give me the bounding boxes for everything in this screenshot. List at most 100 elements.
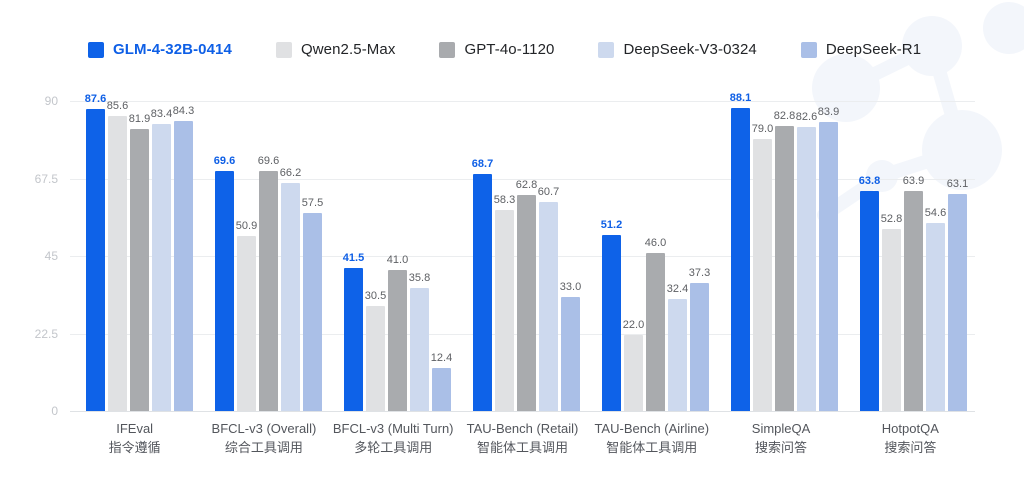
bar-DeepSeek-R1: 83.9 <box>818 106 839 411</box>
gridline-67.5 <box>70 178 975 180</box>
legend-swatch-icon <box>598 41 615 58</box>
y-axis-tick-label: 22.5 <box>34 326 58 341</box>
legend-label: DeepSeek-V3-0324 <box>623 41 757 58</box>
bar-group-HotpotQA: 63.8 52.8 63.9 54.6 63.1 <box>859 101 968 411</box>
bar-value-label: 54.6 <box>924 206 947 219</box>
legend-label: GLM-4-32B-0414 <box>113 41 232 58</box>
bar-group-BFCL-v3 (Overall): 69.6 50.9 69.6 66.2 57.5 <box>214 101 323 411</box>
legend-item-DeepSeek-V3-0324[interactable]: DeepSeek-V3-0324 <box>598 41 757 58</box>
category-subtitle: 多轮工具调用 <box>354 440 433 455</box>
bar-value-label: 63.9 <box>902 174 925 187</box>
bar-group-TAU-Bench (Airline): 51.2 22.0 46.0 32.4 37.3 <box>601 101 710 411</box>
category-label-HotpotQA: HotpotQA 搜索问答 <box>846 420 975 456</box>
legend: GLM-4-32B-0414 Qwen2.5-Max GPT-4o-1120 Deep… <box>88 41 921 58</box>
y-axis-tick-label: 0 <box>51 404 58 418</box>
category-name: HotpotQA <box>881 421 939 436</box>
category-subtitle: 搜索问答 <box>755 440 808 455</box>
bar-value-label: 84.3 <box>172 104 195 117</box>
bar-GPT-4o-1120: 46.0 <box>645 237 666 411</box>
bar-value-label: 82.6 <box>795 110 818 123</box>
bar-Qwen2.5-Max: 22.0 <box>623 319 644 411</box>
bar-value-label: 37.3 <box>688 266 711 279</box>
bar-GLM-4-32B-0414: 41.5 <box>343 252 364 411</box>
bar-value-label: 32.4 <box>666 283 689 296</box>
bar-Qwen2.5-Max: 52.8 <box>881 213 902 411</box>
bar-GLM-4-32B-0414: 51.2 <box>601 219 622 411</box>
bar-DeepSeek-V3-0324: 35.8 <box>409 272 430 411</box>
legend-swatch-icon <box>439 41 456 58</box>
plot-area: 0 22.5 45 67.5 90 87.6 85.6 81.9 83.4 84.3 69.6 50… <box>35 92 975 418</box>
bar-group-TAU-Bench (Retail): 68.7 58.3 62.8 60.7 33.0 <box>472 101 582 411</box>
bar-value-label: 52.8 <box>880 213 903 226</box>
bar-GPT-4o-1120: 41.0 <box>387 254 408 411</box>
bar-value-label: 68.7 <box>471 158 494 171</box>
bar-value-label: 35.8 <box>408 271 431 284</box>
category-label-IFEval: IFEval 指令遵循 <box>70 420 199 456</box>
bar-value-label: 41.5 <box>342 252 365 265</box>
category-name: BFCL-v3 (Multi Turn) <box>332 421 454 436</box>
bar-value-label: 62.8 <box>515 178 538 191</box>
category-name: SimpleQA <box>751 421 811 436</box>
bar-value-label: 63.8 <box>858 175 881 188</box>
bar-DeepSeek-V3-0324: 83.4 <box>151 108 172 411</box>
bar-DeepSeek-V3-0324: 60.7 <box>538 186 559 411</box>
bar-DeepSeek-V3-0324: 32.4 <box>667 283 688 411</box>
bar-GPT-4o-1120: 81.9 <box>129 113 150 411</box>
bar-Qwen2.5-Max: 50.9 <box>236 220 257 411</box>
legend-item-GLM-4-32B-0414[interactable]: GLM-4-32B-0414 <box>88 41 232 58</box>
bar-GPT-4o-1120: 82.8 <box>774 110 795 411</box>
bar-value-label: 66.2 <box>279 167 302 179</box>
bar-value-label: 50.9 <box>235 219 258 232</box>
y-axis-tick-label: 90 <box>44 94 58 108</box>
bar-Qwen2.5-Max: 58.3 <box>494 194 515 411</box>
x-axis-labels: IFEval 指令遵循 BFCL-v3 (Overall) 综合工具调用 BFCL-v3… <box>70 420 975 456</box>
bar-Qwen2.5-Max: 85.6 <box>107 100 128 411</box>
category-label-SimpleQA: SimpleQA 搜索问答 <box>716 420 845 456</box>
legend-label: DeepSeek-R1 <box>825 41 922 58</box>
category-name: TAU-Bench (Airline) <box>594 421 710 436</box>
legend-item-Qwen2.5-Max[interactable]: Qwen2.5-Max <box>275 41 396 58</box>
bar-DeepSeek-R1: 63.1 <box>947 178 968 411</box>
bar-value-label: 22.0 <box>622 319 645 332</box>
legend-item-GPT-4o-1120[interactable]: GPT-4o-1120 <box>439 41 554 58</box>
category-label-TAU-Bench (Airline): TAU-Bench (Airline) 智能体工具调用 <box>587 420 716 456</box>
bar-DeepSeek-V3-0324: 54.6 <box>925 207 946 411</box>
bar-value-label: 88.1 <box>729 91 752 104</box>
bar-GPT-4o-1120: 62.8 <box>516 179 537 411</box>
bar-value-label: 33.0 <box>559 281 582 294</box>
bar-GLM-4-32B-0414: 68.7 <box>472 158 493 411</box>
category-name: BFCL-v3 (Overall) <box>211 421 317 436</box>
bar-value-label: 60.7 <box>537 185 560 198</box>
bar-value-label: 51.2 <box>600 218 623 231</box>
bar-DeepSeek-V3-0324: 66.2 <box>280 167 301 411</box>
bar-value-label: 30.5 <box>364 289 387 302</box>
category-subtitle: 智能体工具调用 <box>476 440 568 455</box>
bar-groups: 87.6 85.6 81.9 83.4 84.3 69.6 50.9 69.6 66.2 57.5… <box>70 92 975 411</box>
category-label-BFCL-v3 (Multi Turn): BFCL-v3 (Multi Turn) 多轮工具调用 <box>329 420 458 456</box>
legend-item-DeepSeek-R1[interactable]: DeepSeek-R1 <box>800 41 922 58</box>
bar-group-IFEval: 87.6 85.6 81.9 83.4 84.3 <box>85 93 194 411</box>
bar-DeepSeek-R1: 57.5 <box>302 197 323 411</box>
bar-value-label: 57.5 <box>301 196 324 209</box>
category-name: TAU-Bench (Retail) <box>466 421 579 436</box>
bar-GPT-4o-1120: 63.9 <box>903 175 924 411</box>
bar-value-label: 63.1 <box>946 177 969 190</box>
bar-DeepSeek-R1: 84.3 <box>173 105 194 411</box>
bar-GLM-4-32B-0414: 63.8 <box>859 175 880 411</box>
bar-value-label: 46.0 <box>644 236 667 249</box>
legend-swatch-icon <box>88 41 104 58</box>
bar-DeepSeek-R1: 37.3 <box>689 267 710 411</box>
bar-value-label: 12.4 <box>430 352 453 365</box>
bar-value-label: 87.6 <box>84 93 107 106</box>
category-name: IFEval <box>116 421 154 436</box>
category-subtitle: 搜索问答 <box>884 440 937 455</box>
bar-group-BFCL-v3 (Multi Turn): 41.5 30.5 41.0 35.8 12.4 <box>343 101 453 411</box>
legend-swatch-icon <box>275 41 292 58</box>
legend-swatch-icon <box>800 41 817 58</box>
legend-label: Qwen2.5-Max <box>300 41 396 58</box>
bar-value-label: 82.8 <box>773 109 796 122</box>
category-subtitle: 智能体工具调用 <box>606 440 698 455</box>
bar-GLM-4-32B-0414: 88.1 <box>730 92 751 411</box>
bar-GLM-4-32B-0414: 69.6 <box>214 155 235 411</box>
